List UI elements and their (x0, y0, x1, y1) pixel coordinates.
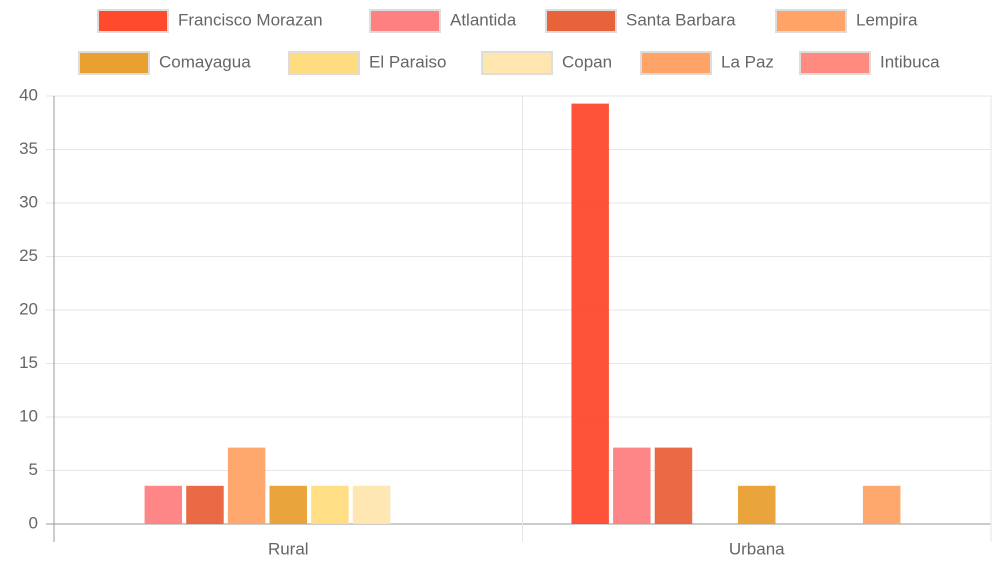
y-tick-label: 30 (19, 192, 38, 211)
legend-swatch (288, 51, 360, 75)
legend-swatch (369, 9, 441, 33)
y-tick-label: 15 (19, 353, 38, 372)
legend-swatch (799, 51, 871, 75)
legend-label: Francisco Morazan (178, 10, 323, 29)
y-tick-label: 35 (19, 139, 38, 158)
y-tick-label: 20 (19, 299, 38, 318)
legend-label: Atlantida (450, 10, 517, 29)
bar (144, 485, 183, 524)
legend-swatch (481, 51, 553, 75)
legend-label: Comayagua (159, 52, 251, 71)
y-tick-label: 5 (29, 460, 38, 479)
y-tick-label: 10 (19, 406, 38, 425)
bar (654, 447, 693, 524)
legend-label: Santa Barbara (626, 10, 736, 29)
bar (311, 485, 349, 524)
legend-swatch (78, 51, 150, 75)
y-tick-label: 25 (19, 246, 38, 265)
bar (613, 447, 651, 524)
legend-swatch (97, 9, 169, 33)
bar (186, 485, 224, 524)
legend-label: Intibuca (880, 52, 940, 71)
legend-label: El Paraiso (369, 52, 446, 71)
x-tick-label: Rural (268, 539, 309, 558)
bar (738, 485, 776, 524)
bar (862, 485, 901, 524)
y-tick-label: 40 (19, 85, 38, 104)
bar (269, 485, 307, 524)
legend-label: Copan (562, 52, 612, 71)
bar (571, 103, 609, 525)
legend-swatch (545, 9, 617, 33)
y-tick-label: 0 (29, 513, 38, 532)
bar (352, 485, 391, 524)
legend-swatch (775, 9, 847, 33)
bar (227, 447, 266, 524)
legend-swatch (640, 51, 712, 75)
legend-label: La Paz (721, 52, 774, 71)
x-tick-label: Urbana (729, 539, 785, 558)
legend-label: Lempira (856, 10, 918, 29)
